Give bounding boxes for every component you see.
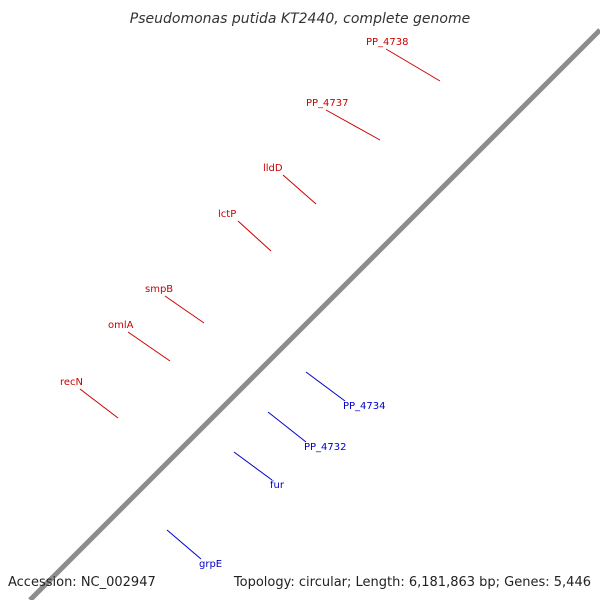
- summary-text: Topology: circular; Length: 6,181,863 bp…: [233, 575, 591, 590]
- gene-label-reverse: lldD: [263, 163, 283, 174]
- gene-label-reverse: PP_4738: [366, 37, 409, 48]
- callout-line: [325, 109, 381, 141]
- callout-line: [305, 371, 346, 402]
- callout-line: [237, 220, 272, 252]
- callout-line: [282, 174, 317, 205]
- gene-label-reverse: omlA: [108, 320, 134, 331]
- callout-line: [79, 388, 119, 419]
- callout-line: [233, 451, 273, 481]
- gene-label-forward: grpE: [199, 559, 222, 570]
- callout-lines-layer: [79, 48, 441, 560]
- genome-backbone: [28, 28, 600, 600]
- gene-label-reverse: smpB: [145, 284, 173, 295]
- callout-line: [127, 331, 171, 362]
- gene-label-reverse: lctP: [218, 209, 236, 220]
- callout-line: [267, 411, 307, 443]
- callout-line: [385, 48, 441, 82]
- gene-label-forward: PP_4734: [343, 401, 386, 412]
- labels-layer: PP_4738 PP_4737 lldD lctP smpB omlA recN PP_473…: [60, 37, 409, 570]
- accession-text: Accession: NC_002947: [8, 575, 156, 590]
- gene-label-reverse: recN: [60, 377, 83, 388]
- callout-line: [164, 295, 205, 324]
- gene-label-forward: fur: [270, 480, 285, 491]
- callout-line: [166, 529, 202, 560]
- map-title: Pseudomonas putida KT2440, complete geno…: [130, 11, 470, 27]
- gene-label-reverse: PP_4737: [306, 98, 349, 109]
- gene-label-forward: PP_4732: [304, 442, 347, 453]
